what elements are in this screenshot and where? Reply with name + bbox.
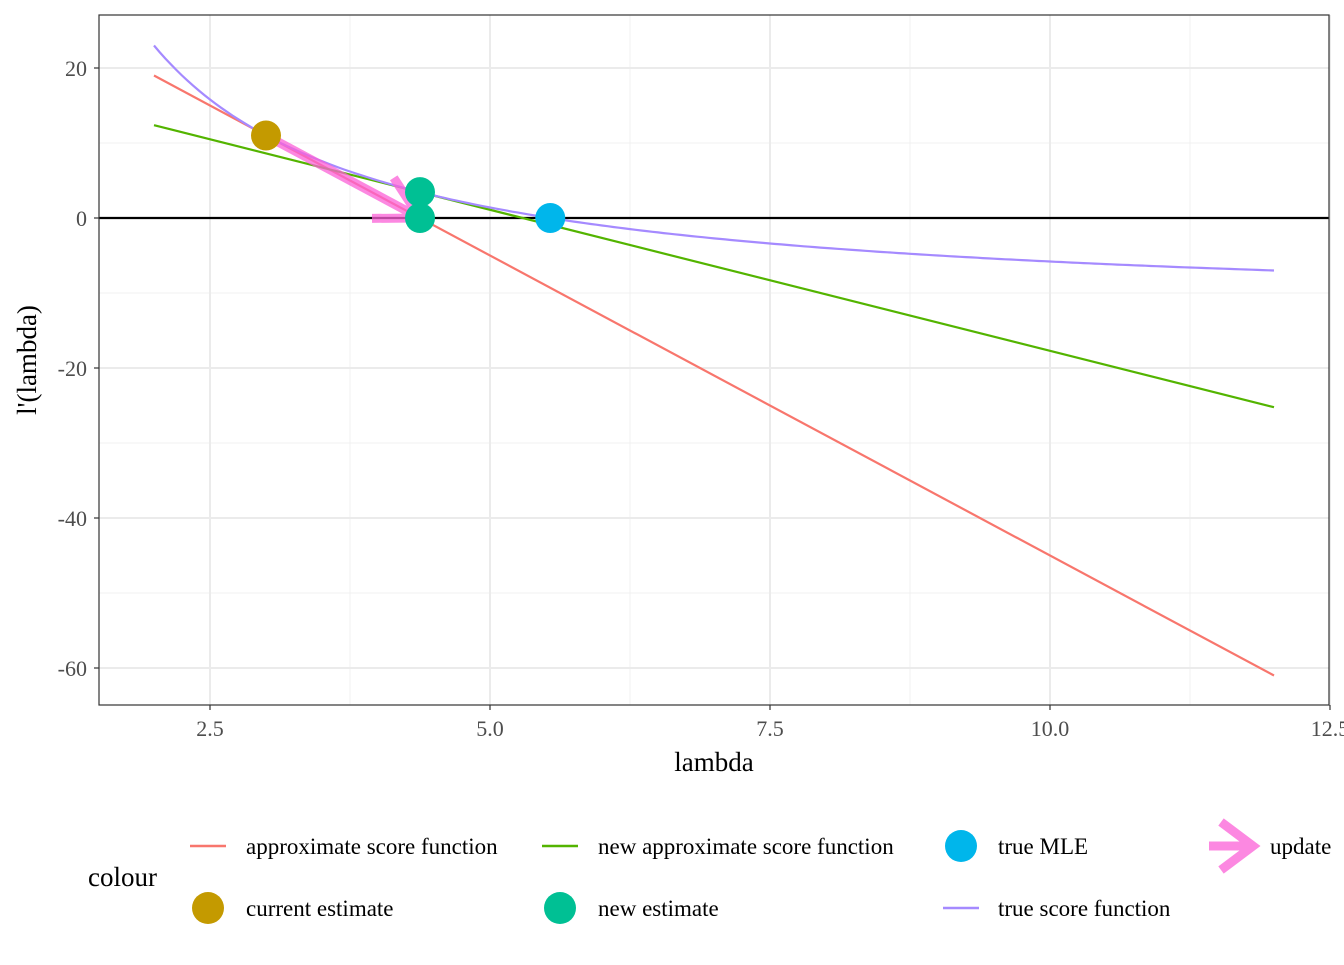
update-arrow	[266, 136, 420, 219]
legend-label: update	[1270, 834, 1331, 859]
marks	[99, 46, 1329, 676]
legend-key-current-estimate	[192, 892, 224, 924]
x-tick-label: 2.5	[196, 716, 224, 741]
y-tick-label: -60	[58, 656, 87, 681]
legend-key-true-MLE	[945, 830, 977, 862]
legend-label: approximate score function	[246, 834, 498, 859]
legend-label: true MLE	[998, 834, 1088, 859]
y-tick-label: 20	[65, 56, 87, 81]
x-axis-title: lambda	[674, 747, 753, 777]
axis-ticks: 2.5 5.0 7.5 10.0 12.5 20 0 -20 -40 -60	[58, 56, 1344, 741]
legend: approximate score function new approximat…	[190, 822, 1331, 924]
legend-label: true score function	[998, 896, 1171, 921]
x-tick-label: 7.5	[756, 716, 784, 741]
panel-border	[99, 15, 1329, 705]
new-estimate-point	[405, 177, 435, 207]
y-tick-label: -20	[58, 356, 87, 381]
legend-key-new-estimate	[544, 892, 576, 924]
x-tick-label: 5.0	[476, 716, 504, 741]
true-MLE-point	[535, 203, 565, 233]
legend-title: colour	[88, 862, 157, 892]
legend-label: current estimate	[246, 896, 394, 921]
current-estimate-point	[251, 121, 281, 151]
legend-key-update	[1209, 822, 1253, 870]
y-tick-label: 0	[76, 206, 87, 231]
legend-label: new estimate	[598, 896, 719, 921]
true-score-function-curve	[154, 46, 1274, 271]
x-tick-label: 12.5	[1311, 716, 1344, 741]
legend-label: new approximate score function	[598, 834, 894, 859]
x-tick-label: 10.0	[1031, 716, 1070, 741]
y-axis-title: l'(lambda)	[12, 305, 42, 415]
y-tick-label: -40	[58, 506, 87, 531]
grid	[99, 15, 1330, 705]
new-estimate-point	[405, 203, 435, 233]
